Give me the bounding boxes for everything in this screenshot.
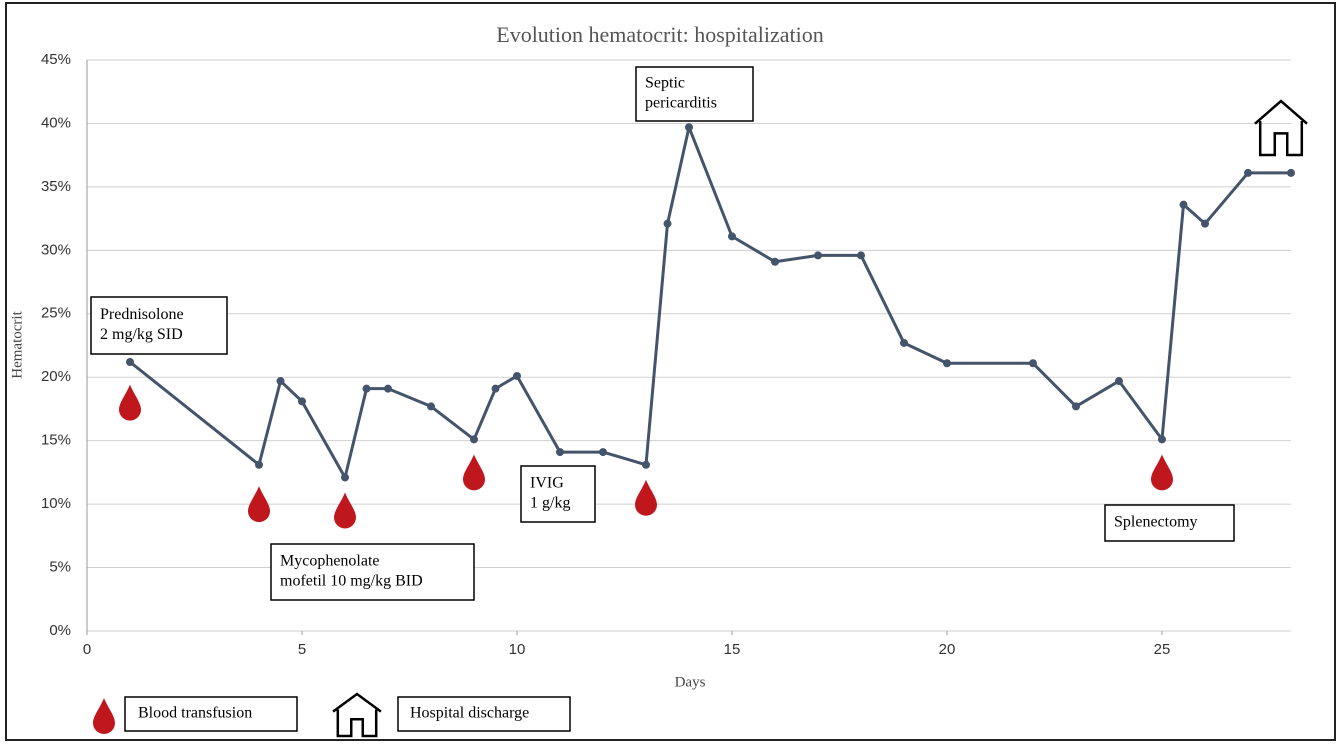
x-tick-label: 5 (298, 641, 306, 658)
data-point (943, 359, 951, 368)
x-tick-label: 0 (83, 641, 91, 658)
data-point (341, 473, 349, 482)
y-tick-label: 40% (41, 114, 71, 131)
data-point (491, 384, 500, 393)
data-point (470, 435, 478, 444)
annotation-box (270, 543, 475, 601)
annotation-box (90, 296, 228, 355)
data-point (1158, 435, 1166, 444)
data-point (599, 448, 607, 457)
x-tick-label: 10 (509, 641, 526, 658)
x-tick-label: 15 (724, 641, 741, 658)
data-point (427, 402, 435, 411)
annotation-box (1104, 504, 1235, 542)
annotation-text: 1 g/kg (530, 495, 570, 512)
data-point (857, 251, 865, 260)
data-point (642, 460, 650, 469)
annotation-text: pericarditis (645, 95, 717, 112)
annotation-box (520, 465, 596, 523)
annotation-text: Septic (645, 75, 685, 92)
data-point (1201, 219, 1209, 228)
legend-house (332, 692, 382, 738)
y-tick-label: 10% (41, 495, 71, 512)
y-tick-label: 25% (41, 305, 71, 322)
transfusion-marker (635, 479, 657, 516)
transfusion-marker (1151, 454, 1173, 491)
x-tick-label: 25 (1154, 641, 1171, 658)
data-point (255, 460, 263, 469)
data-line (129, 125, 1291, 479)
data-point (771, 257, 779, 266)
annotation-text: Prednisolone (100, 306, 184, 323)
y-tick-label: 0% (49, 622, 71, 639)
y-tick-label: 30% (41, 241, 71, 258)
data-point (1072, 402, 1080, 411)
annotation-text: 2 mg/kg SID (100, 326, 183, 343)
discharge-icon (1254, 99, 1308, 157)
legend-drop (93, 698, 115, 734)
data-point (814, 251, 822, 260)
data-point (556, 448, 564, 457)
x-axis-label: Days (675, 674, 706, 690)
transfusion-marker (334, 492, 356, 529)
data-point (362, 384, 371, 393)
data-point (1115, 377, 1123, 386)
y-tick-label: 5% (49, 559, 71, 576)
y-axis-label: Hematocrit (9, 310, 25, 378)
data-point (685, 123, 693, 132)
y-tick-label: 35% (41, 178, 71, 195)
annotation-text: Splenectomy (1114, 514, 1198, 531)
data-point (728, 232, 736, 241)
data-point (126, 357, 134, 366)
data-point (900, 338, 908, 347)
x-tick-label: 20 (939, 641, 956, 658)
annotation-text: Mycophenolate (280, 553, 380, 570)
chart-title: Evolution hematocrit: hospitalization (496, 22, 824, 47)
y-tick-label: 45% (41, 51, 71, 68)
data-point (298, 397, 306, 406)
legend-box (397, 696, 571, 732)
data-point (384, 384, 392, 393)
annotation-text: IVIG (530, 475, 564, 492)
y-tick-label: 15% (41, 432, 71, 449)
legend-label: Hospital discharge (410, 705, 529, 722)
legend-box (124, 696, 298, 732)
data-point (1029, 359, 1037, 368)
annotation-text: mofetil 10 mg/kg BID (280, 573, 423, 590)
data-point (1287, 168, 1295, 177)
data-point (513, 371, 521, 380)
legend-label: Blood transfusion (138, 705, 252, 722)
transfusion-marker (119, 384, 141, 421)
transfusion-marker (248, 486, 270, 523)
annotation-box (635, 66, 754, 122)
data-point (1179, 200, 1188, 209)
data-point (663, 219, 672, 228)
data-point (1244, 168, 1252, 177)
frame (5, 2, 1336, 741)
transfusion-marker (463, 454, 485, 491)
data-point (276, 377, 285, 386)
y-tick-label: 20% (41, 368, 71, 385)
